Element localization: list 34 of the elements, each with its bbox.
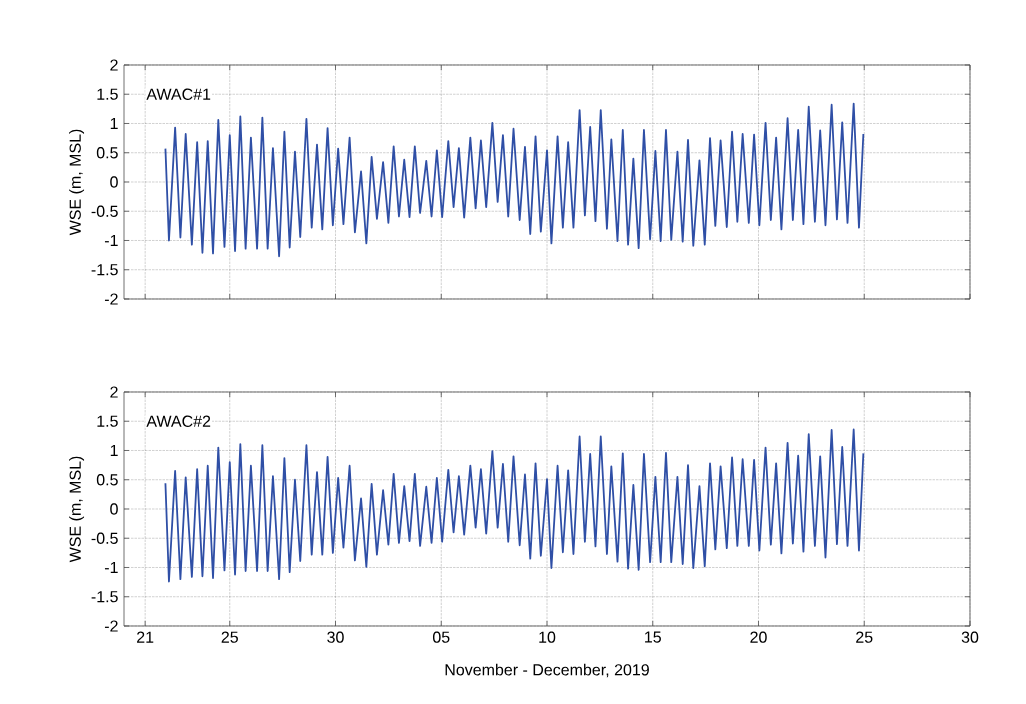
y-tick-label: 1	[110, 117, 118, 129]
y-tick-label: -1	[104, 234, 118, 246]
y-tick-label: 1.5	[97, 415, 118, 427]
x-tick-label: 05	[432, 631, 450, 643]
x-tick-label: 21	[137, 631, 154, 643]
y-tick-label: -0.5	[91, 205, 118, 217]
y-tick-label: -1.5	[91, 591, 118, 603]
x-tick-label: 15	[645, 631, 661, 643]
text: AWAC#1	[146, 88, 211, 100]
y-tick-label: -2	[104, 293, 118, 305]
y-tick-label: 1.5	[97, 88, 118, 100]
y-tick-label: -1	[104, 561, 118, 573]
y-axis-title: WSE (m, MSL)	[69, 456, 85, 563]
x-tick-label: 20	[750, 631, 767, 643]
y-tick-label: -1.5	[91, 264, 118, 276]
line-series	[164, 102, 865, 258]
y-tick-label: 0	[110, 176, 118, 188]
y-tick-label: -0.5	[91, 532, 118, 544]
y-tick-label: 0.5	[96, 474, 118, 486]
line-series	[164, 428, 865, 583]
y-axis-title: WSE (m, MSL)	[69, 129, 85, 236]
x-tick-label: 25	[856, 631, 873, 643]
y-tick-label: 1	[110, 444, 118, 456]
x-axis-title: November - December, 2019	[445, 663, 649, 678]
y-tick-label: -2	[104, 620, 118, 632]
text: AWAC#2	[146, 415, 211, 427]
y-tick-label: 2	[110, 386, 118, 398]
x-tick-label: 30	[961, 631, 979, 643]
x-tick-label: 10	[539, 631, 556, 643]
y-tick-label: 2	[110, 59, 118, 71]
y-tick-label: 0	[110, 503, 118, 515]
x-tick-label: 25	[221, 631, 238, 643]
y-tick-label: 0.5	[96, 147, 118, 159]
x-tick-label: 30	[327, 631, 344, 643]
